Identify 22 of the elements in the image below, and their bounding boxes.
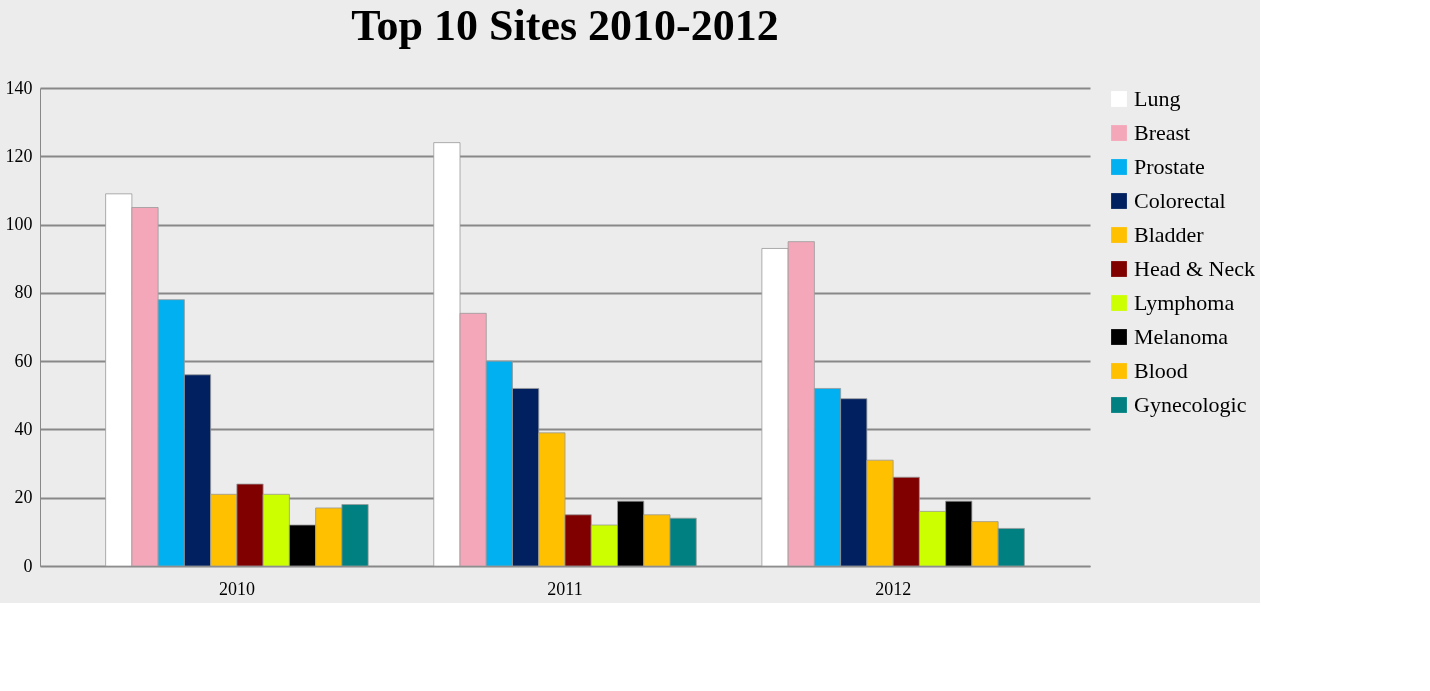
legend-label: Colorectal [1134, 188, 1226, 213]
legend-label: Breast [1134, 120, 1191, 145]
y-tick-label: 0 [23, 555, 33, 576]
x-tick-label: 2010 [218, 578, 255, 599]
legend-label: Bladder [1134, 222, 1205, 247]
y-tick-label: 80 [14, 282, 33, 303]
legend-label: Head & Neck [1134, 256, 1255, 281]
legend-label: Lung [1134, 86, 1181, 111]
y-tick-label: 60 [14, 350, 33, 371]
x-tick-label: 2012 [875, 578, 912, 599]
legend-label: Gynecologic [1134, 392, 1247, 417]
y-tick-label: 120 [5, 145, 33, 166]
y-tick-label: 100 [5, 214, 33, 235]
y-tick-label: 20 [14, 487, 33, 508]
legend-label: Prostate [1134, 154, 1205, 179]
legend-label: Lymphoma [1134, 290, 1235, 315]
y-tick-label: 140 [5, 77, 33, 98]
legend-label: Blood [1134, 358, 1188, 383]
chart-title: Top 10 Sites 2010-2012 [351, 1, 779, 50]
x-tick-label: 2011 [547, 578, 583, 599]
y-tick-label: 40 [14, 418, 33, 439]
legend-label: Melanoma [1134, 324, 1229, 349]
